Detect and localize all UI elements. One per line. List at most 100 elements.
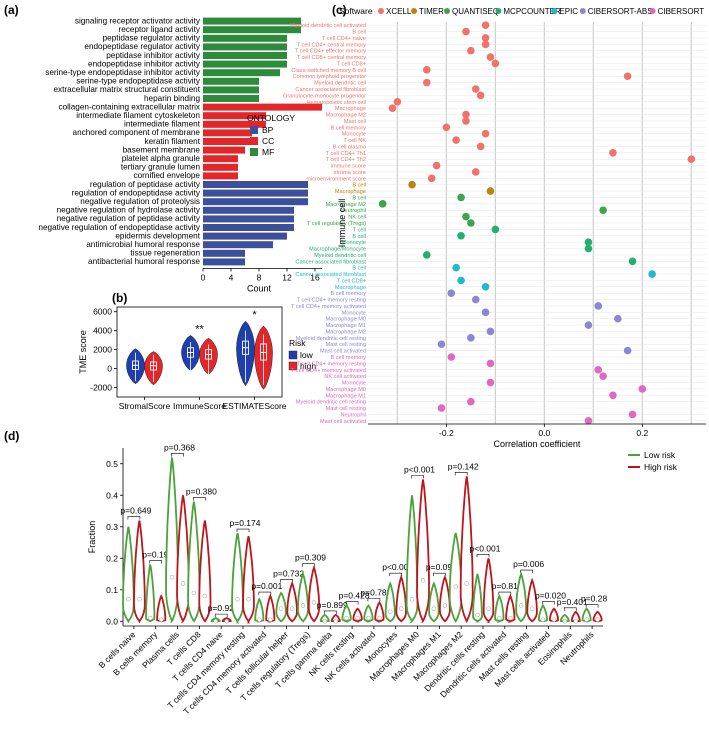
immune-cell-label: B cell: [352, 195, 366, 201]
significance-bracket: [411, 475, 424, 479]
legend-label: QUANTISEQ: [452, 7, 499, 16]
correlation-point: [491, 225, 500, 234]
panel-b-label: (b): [112, 291, 127, 305]
violin-shape: [494, 594, 505, 624]
correlation-point: [491, 59, 500, 68]
panel-d-label: (d): [4, 429, 19, 443]
correlation-point: [628, 257, 637, 266]
violin-shape: [363, 603, 374, 623]
p-value-label: p=0.649: [120, 505, 151, 515]
immune-cell-label: Macrophage M2: [326, 329, 366, 335]
immune-cell-label: Macrophage M0: [326, 387, 366, 393]
violin-shape: [448, 532, 463, 624]
violin-shape: [265, 594, 276, 623]
median-point: [322, 619, 327, 624]
go-bar: [203, 258, 245, 266]
go-term-label: serine-type endopeptidase inhibitor acti…: [45, 68, 201, 77]
immune-cell-label: Myeloid dendritic cell resting: [296, 336, 366, 342]
x-tick-label: 0: [201, 272, 206, 282]
immune-cell-label: B cell: [352, 234, 366, 240]
median-point: [300, 603, 306, 608]
immune-cell-label: T cell CD4+ central memory: [297, 42, 367, 48]
median-point: [595, 617, 600, 622]
median-point: [159, 617, 164, 622]
median-point: [388, 609, 393, 615]
go-bar: [203, 52, 287, 59]
significance-bracket: [476, 553, 490, 558]
correlation-point: [467, 334, 475, 342]
violin-shape: [330, 614, 342, 623]
y-tick-label: -2000: [90, 383, 112, 393]
legend-label: MF: [262, 147, 274, 157]
go-term-label: extracellular matrix structural constitu…: [53, 85, 200, 94]
violin-shape: [198, 520, 212, 623]
legend-swatch: [250, 126, 258, 134]
legend-swatch: [288, 350, 298, 360]
significance-bracket: [127, 516, 141, 520]
go-bar: [203, 103, 322, 111]
correlation-point: [486, 359, 495, 368]
correlation-point: [447, 289, 456, 297]
legend-label: CIBERSORT-ABS: [588, 7, 653, 16]
go-term-label: tissue regeneration: [130, 249, 200, 258]
violin-shape: [549, 607, 559, 623]
legend-swatch: [250, 137, 258, 145]
immune-cell-label: Macrophage M2: [326, 202, 366, 208]
correlation-point: [609, 391, 617, 400]
correlation-point: [623, 72, 632, 81]
correlation-point: [471, 85, 480, 93]
go-bar: [203, 34, 287, 42]
median-point: [224, 619, 229, 624]
correlation-point: [486, 187, 495, 195]
violin-shape: [482, 558, 495, 624]
significance-bracket: [214, 613, 228, 618]
go-bar: [203, 77, 259, 85]
correlation-point: [481, 308, 490, 317]
y-axis-title: TME score: [78, 330, 88, 374]
immune-cell-label: immune score: [331, 164, 366, 170]
correlation-point: [594, 302, 603, 310]
go-term-label: keratin filament: [144, 137, 200, 146]
immune-cell-label: T cell CD4+ Th1: [326, 151, 366, 157]
y-tick-label: 2000: [93, 345, 112, 355]
median-point: [333, 619, 338, 624]
violin-shape: [405, 495, 419, 623]
correlation-point: [378, 200, 387, 208]
median-point: [169, 574, 175, 580]
immune-cell-label: Mast cell resting: [326, 406, 366, 412]
significance-bracket: [542, 601, 555, 605]
go-bar: [203, 224, 294, 231]
significance-bracket: [520, 569, 533, 574]
median-point: [442, 603, 448, 608]
correlation-point: [594, 365, 603, 374]
p-value-label: p=0.811: [492, 581, 523, 591]
median-point: [289, 606, 295, 611]
immune-cell-label: Macrophage: [335, 285, 366, 291]
go-bar: [203, 17, 301, 25]
immune-cell-label: T cell: [353, 227, 366, 233]
go-term-label: negative regulation of hydrolase activit…: [57, 206, 201, 215]
immune-cell-label: Cancer associated fibroblast: [295, 272, 366, 278]
go-term-label: signaling receptor activator activity: [75, 16, 201, 25]
significance-bracket: [563, 607, 577, 611]
violin-shape: [341, 603, 352, 623]
immune-cell-label: Monocyte: [342, 132, 366, 138]
correlation-point: [481, 283, 490, 291]
legend-swatch: [288, 361, 298, 371]
violin-shape: [297, 571, 309, 623]
correlation-point: [462, 27, 470, 36]
immune-cell-label: B cell: [352, 30, 366, 36]
median-point: [540, 617, 546, 622]
p-value-label: p=0.020: [535, 591, 566, 601]
median-point: [148, 615, 153, 621]
legend-label: CC: [262, 136, 274, 146]
violin-shape: [515, 571, 527, 623]
immune-cell-label: Macrophage M1: [326, 393, 366, 399]
legend-label: EPIC: [559, 7, 578, 16]
immune-cell-label: NK cell: [348, 215, 366, 221]
violin-shape: [526, 577, 538, 623]
go-bar: [203, 241, 273, 249]
p-value-label: p=0.193: [142, 550, 173, 560]
correlation-point: [467, 46, 475, 55]
